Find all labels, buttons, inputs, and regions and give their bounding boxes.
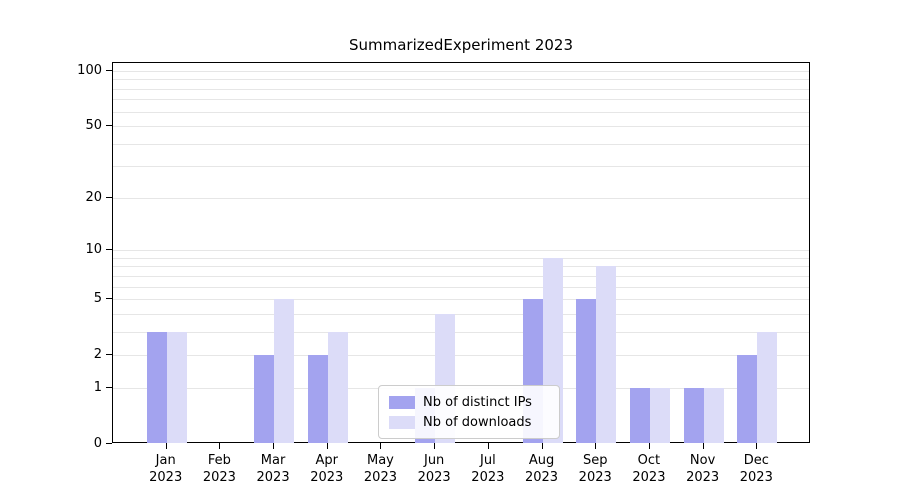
gridline <box>113 166 809 168</box>
gridline <box>113 126 809 128</box>
x-tick-label-mar: Mar 2023 <box>256 453 290 485</box>
plot-area <box>112 62 810 443</box>
legend: Nb of distinct IPs Nb of downloads <box>378 385 560 439</box>
x-tick-label-sep: Sep 2023 <box>578 453 612 485</box>
bar-jan-downloads <box>166 331 187 443</box>
y-tick-label: 50 <box>85 118 102 134</box>
legend-swatch-downloads <box>389 415 415 429</box>
bar-nov-distinct-ips <box>683 387 704 443</box>
y-tick-label: 20 <box>85 189 102 205</box>
y-tick-label: 1 <box>93 379 102 395</box>
x-tick-label-oct: Oct 2023 <box>632 453 666 485</box>
bar-sep-distinct-ips <box>576 299 597 443</box>
x-tick-label-feb: Feb 2023 <box>202 453 236 485</box>
gridline <box>113 275 809 277</box>
y-tick-mark <box>106 443 112 444</box>
bar-oct-downloads <box>649 387 670 443</box>
y-tick-mark <box>106 386 112 388</box>
x-tick-mark <box>165 443 167 449</box>
y-tick-mark <box>106 298 112 300</box>
y-tick-label: 0 <box>93 436 102 451</box>
x-tick-mark <box>273 443 275 449</box>
bar-mar-distinct-ips <box>254 355 275 443</box>
y-tick-mark <box>106 70 112 71</box>
y-tick-mark <box>106 125 112 127</box>
x-tick-mark <box>487 443 489 449</box>
x-tick-mark <box>702 443 704 449</box>
y-tick-mark <box>106 196 112 198</box>
gridline <box>113 331 809 333</box>
legend-label-downloads: Nb of downloads <box>423 414 532 430</box>
bar-dec-distinct-ips <box>737 355 758 443</box>
x-tick-mark <box>648 443 650 449</box>
y-tick-label: 5 <box>93 291 102 307</box>
legend-item-distinct-ips: Nb of distinct IPs <box>389 392 549 412</box>
x-tick-label-nov: Nov 2023 <box>686 453 720 485</box>
x-tick-label-aug: Aug 2023 <box>524 453 559 485</box>
bar-apr-downloads <box>327 331 348 443</box>
gridline <box>113 266 809 268</box>
bar-sep-downloads <box>596 266 617 443</box>
x-tick-mark <box>756 443 758 449</box>
bar-mar-downloads <box>274 299 295 443</box>
x-tick-mark <box>434 443 436 449</box>
gridline <box>113 197 809 199</box>
y-tick-label: 2 <box>93 347 102 363</box>
gridline <box>113 88 809 90</box>
y-tick-label: 100 <box>77 63 102 78</box>
x-tick-mark <box>541 443 543 449</box>
x-tick-label-apr: Apr 2023 <box>310 453 344 485</box>
legend-swatch-distinct-ips <box>389 395 415 409</box>
chart-title: SummarizedExperiment 2023 <box>348 36 573 54</box>
x-tick-mark <box>595 443 597 449</box>
legend-label-distinct-ips: Nb of distinct IPs <box>423 394 532 410</box>
legend-item-downloads: Nb of downloads <box>389 412 549 432</box>
y-tick-label: 10 <box>85 242 102 258</box>
y-tick-mark <box>106 354 112 356</box>
x-tick-label-jun: Jun 2023 <box>417 453 451 485</box>
x-tick-mark <box>326 443 328 449</box>
x-tick-label-may: May 2023 <box>363 453 397 485</box>
gridline <box>113 79 809 81</box>
bar-nov-downloads <box>703 387 724 443</box>
bar-jan-distinct-ips <box>146 331 167 443</box>
x-tick-mark <box>219 443 221 449</box>
x-tick-mark <box>380 443 382 449</box>
gridline <box>113 71 809 72</box>
gridline <box>113 250 809 252</box>
bar-oct-distinct-ips <box>629 387 650 443</box>
x-tick-label-jul: Jul 2023 <box>471 453 505 485</box>
x-tick-label-jan: Jan 2023 <box>149 453 183 485</box>
x-tick-label-dec: Dec 2023 <box>739 453 773 485</box>
gridline <box>113 299 809 301</box>
gridline <box>113 143 809 145</box>
bar-dec-downloads <box>757 331 778 443</box>
gridline <box>113 286 809 288</box>
y-tick-mark <box>106 249 112 251</box>
gridline <box>113 355 809 357</box>
bar-apr-distinct-ips <box>307 355 328 443</box>
gridline <box>113 99 809 101</box>
gridline <box>113 111 809 113</box>
gridline <box>113 257 809 259</box>
gridline <box>113 313 809 315</box>
